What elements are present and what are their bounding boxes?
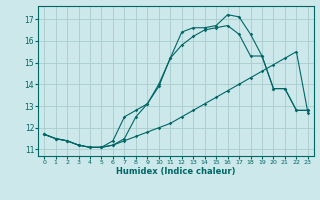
- X-axis label: Humidex (Indice chaleur): Humidex (Indice chaleur): [116, 167, 236, 176]
